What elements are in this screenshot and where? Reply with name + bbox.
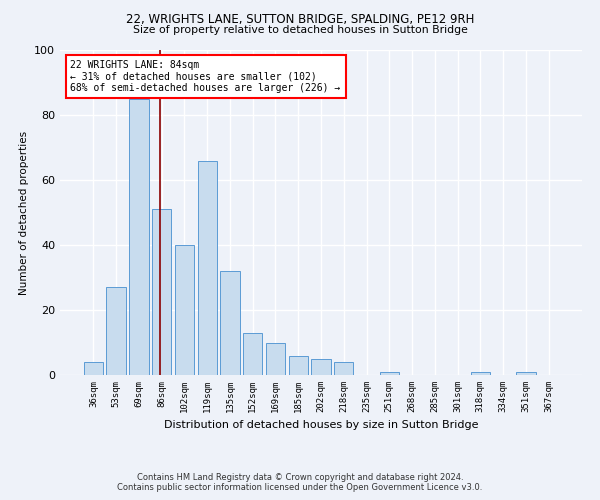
Bar: [266, 342, 285, 375]
Bar: [175, 245, 194, 375]
Bar: [289, 356, 308, 375]
Bar: [516, 372, 536, 375]
Bar: [334, 362, 353, 375]
Text: Size of property relative to detached houses in Sutton Bridge: Size of property relative to detached ho…: [133, 25, 467, 35]
Text: 22, WRIGHTS LANE, SUTTON BRIDGE, SPALDING, PE12 9RH: 22, WRIGHTS LANE, SUTTON BRIDGE, SPALDIN…: [126, 12, 474, 26]
Bar: [220, 271, 239, 375]
Y-axis label: Number of detached properties: Number of detached properties: [19, 130, 29, 294]
Bar: [470, 372, 490, 375]
Bar: [152, 209, 172, 375]
Text: Contains HM Land Registry data © Crown copyright and database right 2024.
Contai: Contains HM Land Registry data © Crown c…: [118, 473, 482, 492]
Bar: [380, 372, 399, 375]
Text: 22 WRIGHTS LANE: 84sqm
← 31% of detached houses are smaller (102)
68% of semi-de: 22 WRIGHTS LANE: 84sqm ← 31% of detached…: [70, 60, 341, 93]
Bar: [84, 362, 103, 375]
X-axis label: Distribution of detached houses by size in Sutton Bridge: Distribution of detached houses by size …: [164, 420, 478, 430]
Bar: [197, 160, 217, 375]
Bar: [129, 99, 149, 375]
Bar: [243, 333, 262, 375]
Bar: [106, 287, 126, 375]
Bar: [311, 359, 331, 375]
